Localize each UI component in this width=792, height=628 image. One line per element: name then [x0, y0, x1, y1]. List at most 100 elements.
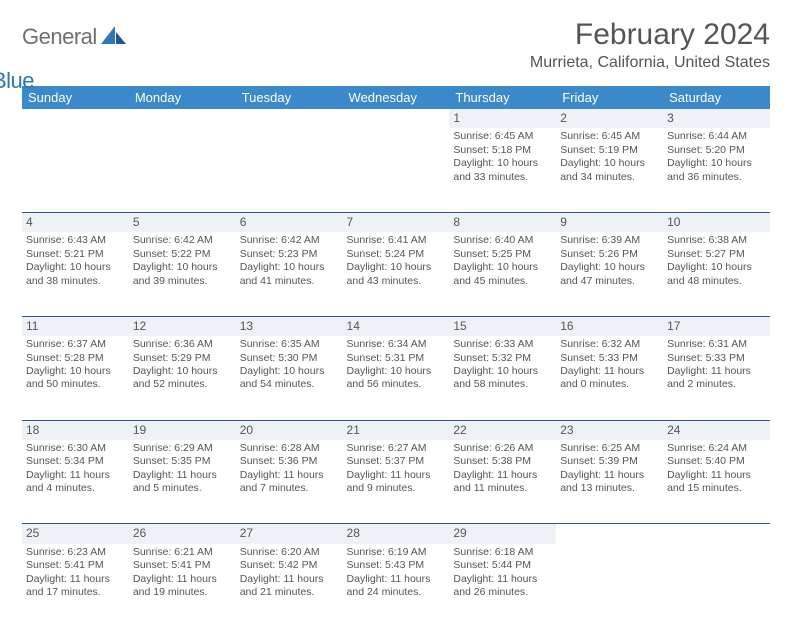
- daylight-text: and 39 minutes.: [133, 275, 232, 288]
- day-number: 29: [449, 524, 556, 544]
- sunset-text: Sunset: 5:34 PM: [26, 455, 125, 468]
- daylight-text: Daylight: 10 hours: [133, 261, 232, 274]
- daylight-text: Daylight: 11 hours: [560, 365, 659, 378]
- day-cell: [236, 128, 343, 212]
- daylight-text: Daylight: 11 hours: [453, 469, 552, 482]
- day-number: 13: [236, 316, 343, 336]
- weekday-header: Friday: [556, 86, 663, 109]
- sunset-text: Sunset: 5:40 PM: [667, 455, 766, 468]
- daylight-text: and 48 minutes.: [667, 275, 766, 288]
- sunset-text: Sunset: 5:33 PM: [667, 352, 766, 365]
- sunrise-text: Sunrise: 6:38 AM: [667, 234, 766, 247]
- daylight-text: Daylight: 10 hours: [560, 261, 659, 274]
- sunset-text: Sunset: 5:23 PM: [240, 248, 339, 261]
- daylight-text: and 0 minutes.: [560, 378, 659, 391]
- day-number: 22: [449, 420, 556, 440]
- sunrise-text: Sunrise: 6:43 AM: [26, 234, 125, 247]
- day-number: 23: [556, 420, 663, 440]
- day-cell: [663, 544, 770, 628]
- day-cell: Sunrise: 6:42 AMSunset: 5:23 PMDaylight:…: [236, 232, 343, 316]
- title-block: February 2024 Murrieta, California, Unit…: [530, 18, 770, 72]
- weekday-header-row: Sunday Monday Tuesday Wednesday Thursday…: [22, 86, 770, 109]
- daylight-text: Daylight: 10 hours: [347, 365, 446, 378]
- sunset-text: Sunset: 5:19 PM: [560, 144, 659, 157]
- day-number: 24: [663, 420, 770, 440]
- daylight-text: and 5 minutes.: [133, 482, 232, 495]
- daylight-text: Daylight: 10 hours: [26, 365, 125, 378]
- daylight-text: and 13 minutes.: [560, 482, 659, 495]
- sunrise-text: Sunrise: 6:34 AM: [347, 338, 446, 351]
- sunrise-text: Sunrise: 6:21 AM: [133, 546, 232, 559]
- daylight-text: Daylight: 11 hours: [667, 469, 766, 482]
- sunrise-text: Sunrise: 6:35 AM: [240, 338, 339, 351]
- day-number: [22, 109, 129, 128]
- day-number: 11: [22, 316, 129, 336]
- day-detail-row: Sunrise: 6:45 AMSunset: 5:18 PMDaylight:…: [22, 128, 770, 212]
- day-cell: Sunrise: 6:45 AMSunset: 5:19 PMDaylight:…: [556, 128, 663, 212]
- sunset-text: Sunset: 5:25 PM: [453, 248, 552, 261]
- daylight-text: Daylight: 11 hours: [667, 365, 766, 378]
- sunrise-text: Sunrise: 6:37 AM: [26, 338, 125, 351]
- sunrise-text: Sunrise: 6:28 AM: [240, 442, 339, 455]
- daylight-text: and 52 minutes.: [133, 378, 232, 391]
- sunrise-text: Sunrise: 6:33 AM: [453, 338, 552, 351]
- daylight-text: and 4 minutes.: [26, 482, 125, 495]
- sunset-text: Sunset: 5:35 PM: [133, 455, 232, 468]
- day-cell: [343, 128, 450, 212]
- day-cell: Sunrise: 6:36 AMSunset: 5:29 PMDaylight:…: [129, 336, 236, 420]
- day-detail-row: Sunrise: 6:43 AMSunset: 5:21 PM Daylight:…: [22, 232, 770, 316]
- day-cell: Sunrise: 6:40 AMSunset: 5:25 PMDaylight:…: [449, 232, 556, 316]
- day-cell: [556, 544, 663, 628]
- sunrise-text: Sunrise: 6:42 AM: [133, 234, 232, 247]
- day-cell: Sunrise: 6:31 AMSunset: 5:33 PMDaylight:…: [663, 336, 770, 420]
- daylight-text: Daylight: 10 hours: [453, 365, 552, 378]
- day-cell: Sunrise: 6:29 AMSunset: 5:35 PMDaylight:…: [129, 440, 236, 524]
- calendar-table: Sunday Monday Tuesday Wednesday Thursday…: [22, 86, 770, 628]
- sunset-text: Sunset: 5:33 PM: [560, 352, 659, 365]
- daylight-text: and 45 minutes.: [453, 275, 552, 288]
- sunrise-text: Sunrise: 6:45 AM: [560, 130, 659, 143]
- day-cell: Sunrise: 6:26 AMSunset: 5:38 PMDaylight:…: [449, 440, 556, 524]
- day-cell: Sunrise: 6:35 AMSunset: 5:30 PMDaylight:…: [236, 336, 343, 420]
- sunset-text: Sunset: 5:29 PM: [133, 352, 232, 365]
- day-cell: Sunrise: 6:39 AMSunset: 5:26 PMDaylight:…: [556, 232, 663, 316]
- day-number: [236, 109, 343, 128]
- sunrise-text: Sunrise: 6:31 AM: [667, 338, 766, 351]
- daylight-text: Daylight: 11 hours: [560, 469, 659, 482]
- logo-sail-icon: [101, 26, 127, 46]
- day-number: 4: [22, 212, 129, 232]
- day-cell: Sunrise: 6:18 AMSunset: 5:44 PMDaylight:…: [449, 544, 556, 628]
- daylight-text: Daylight: 10 hours: [240, 261, 339, 274]
- weekday-header: Wednesday: [343, 86, 450, 109]
- daylight-text: Daylight: 11 hours: [453, 573, 552, 586]
- day-cell: Sunrise: 6:30 AMSunset: 5:34 PMDaylight:…: [22, 440, 129, 524]
- day-cell: Sunrise: 6:24 AMSunset: 5:40 PMDaylight:…: [663, 440, 770, 524]
- day-number: 20: [236, 420, 343, 440]
- day-number: [556, 524, 663, 544]
- sunrise-text: Sunrise: 6:36 AM: [133, 338, 232, 351]
- daylight-text: and 21 minutes.: [240, 586, 339, 599]
- daylight-text: Daylight: 11 hours: [240, 469, 339, 482]
- daylight-text: Daylight: 10 hours: [667, 157, 766, 170]
- day-number: 17: [663, 316, 770, 336]
- sunset-text: Sunset: 5:44 PM: [453, 559, 552, 572]
- day-number: 8: [449, 212, 556, 232]
- sunset-text: Sunset: 5:36 PM: [240, 455, 339, 468]
- day-cell: Sunrise: 6:27 AMSunset: 5:37 PMDaylight:…: [343, 440, 450, 524]
- daylight-text: Daylight: 10 hours: [347, 261, 446, 274]
- daylight-text: and 9 minutes.: [347, 482, 446, 495]
- daylight-text: and 54 minutes.: [240, 378, 339, 391]
- daylight-text: Daylight: 10 hours: [453, 261, 552, 274]
- day-number: 27: [236, 524, 343, 544]
- sunset-text: Sunset: 5:21 PM: [26, 248, 125, 261]
- page-title: February 2024: [530, 18, 770, 52]
- day-number: 5: [129, 212, 236, 232]
- location-subtitle: Murrieta, California, United States: [530, 54, 770, 72]
- daylight-text: and 50 minutes.: [26, 378, 125, 391]
- weekday-header: Sunday: [22, 86, 129, 109]
- header: General Blue February 2024 Murrieta, Cal…: [22, 18, 770, 76]
- sunrise-text: Sunrise: 6:42 AM: [240, 234, 339, 247]
- sunset-text: Sunset: 5:28 PM: [26, 352, 125, 365]
- daylight-text: and 34 minutes.: [560, 171, 659, 184]
- sunrise-text: Sunrise: 6:44 AM: [667, 130, 766, 143]
